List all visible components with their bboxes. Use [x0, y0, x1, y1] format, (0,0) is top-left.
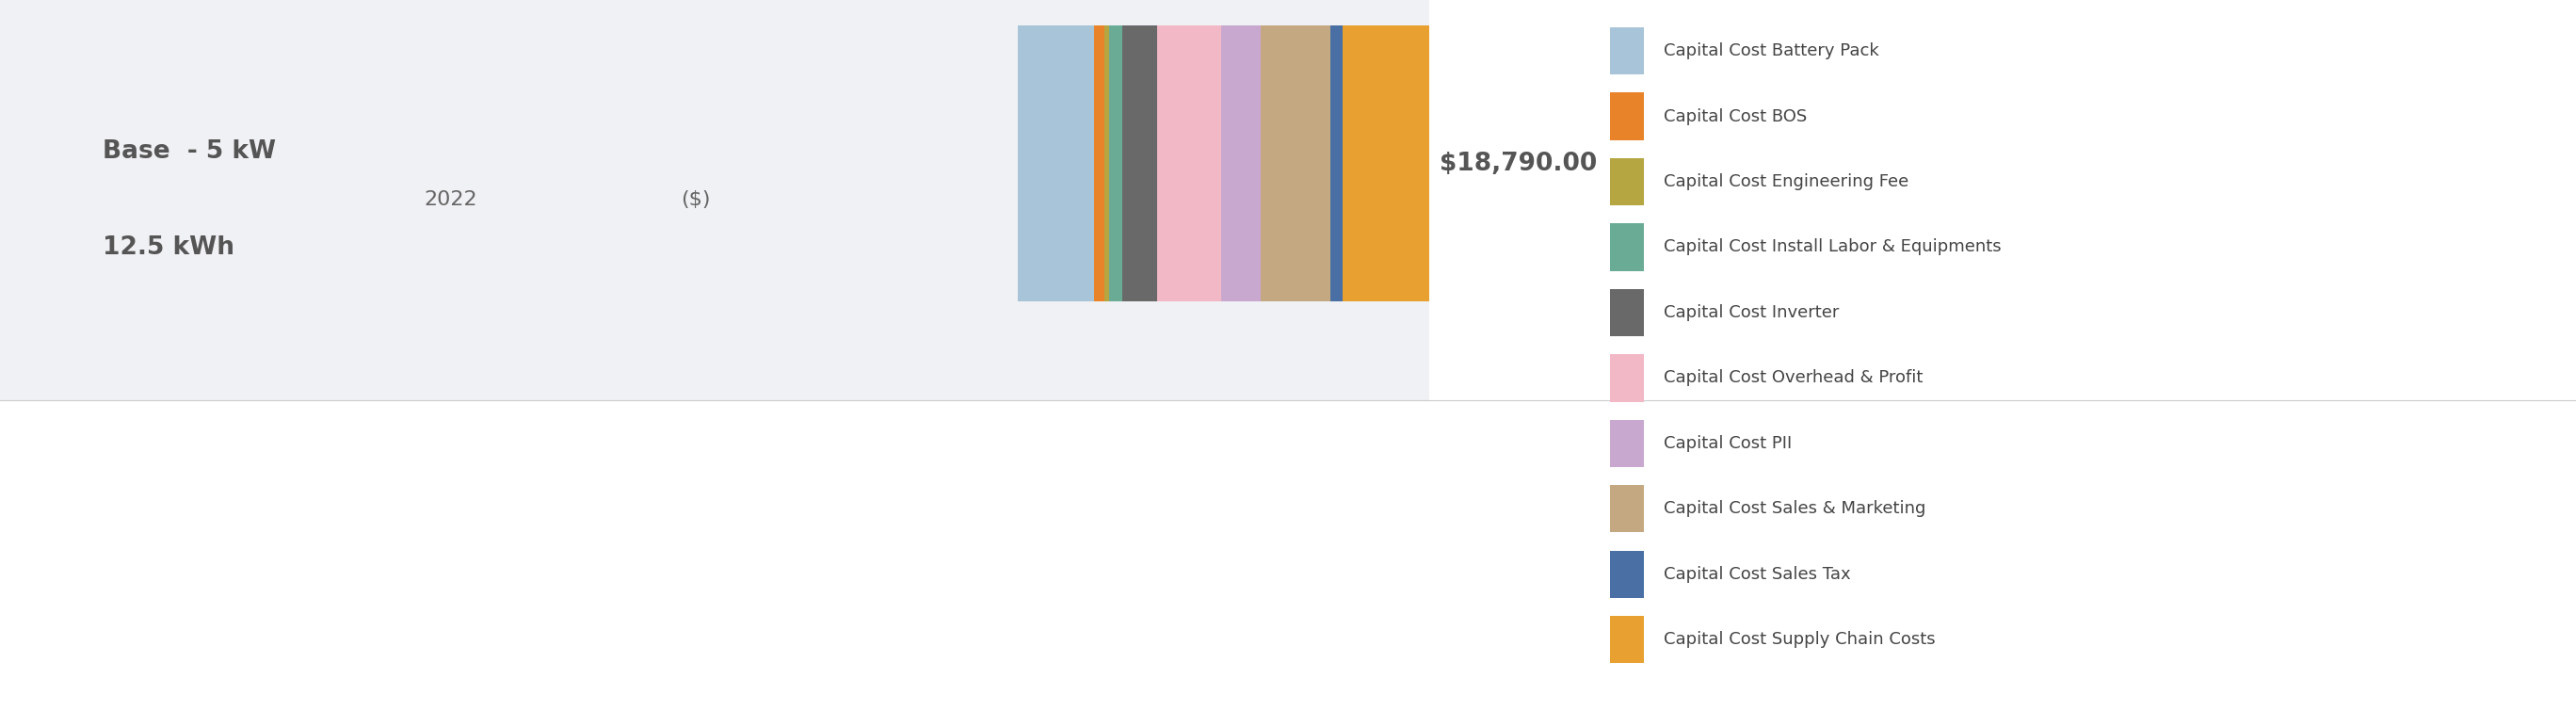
Text: Capital Cost BOS: Capital Cost BOS: [1664, 108, 1808, 125]
Text: $18,790.00: $18,790.00: [1440, 151, 1597, 176]
Text: Capital Cost Inverter: Capital Cost Inverter: [1664, 304, 1839, 321]
Text: Capital Cost Sales Tax: Capital Cost Sales Tax: [1664, 566, 1852, 583]
Bar: [0, 0, 1430, 400]
Bar: [1221, 25, 1260, 302]
Text: Capital Cost Engineering Fee: Capital Cost Engineering Fee: [1664, 173, 1909, 190]
Bar: [1610, 27, 1643, 74]
Text: Capital Cost Install Labor & Equipments: Capital Cost Install Labor & Equipments: [1664, 238, 2002, 256]
Bar: [1110, 25, 1123, 302]
Text: 12.5 kWh: 12.5 kWh: [103, 236, 234, 260]
Text: Capital Cost Overhead & Profit: Capital Cost Overhead & Profit: [1664, 369, 1924, 387]
Text: Base  - 5 kW: Base - 5 kW: [103, 140, 276, 164]
Bar: [1610, 486, 1643, 532]
Bar: [1157, 25, 1221, 302]
Bar: [1018, 25, 1095, 302]
Bar: [1610, 223, 1643, 270]
Bar: [1610, 419, 1643, 467]
Bar: [1095, 25, 1105, 302]
Bar: [1610, 158, 1643, 205]
Bar: [1123, 25, 1157, 302]
Bar: [1332, 25, 1342, 302]
Text: Capital Cost Sales & Marketing: Capital Cost Sales & Marketing: [1664, 500, 1927, 518]
Bar: [1260, 25, 1332, 302]
Text: ($): ($): [680, 190, 711, 209]
Bar: [1610, 354, 1643, 401]
Bar: [1610, 550, 1643, 598]
Text: Capital Cost PII: Capital Cost PII: [1664, 435, 1793, 452]
Bar: [1610, 289, 1643, 336]
Bar: [1610, 92, 1643, 140]
Text: Capital Cost Supply Chain Costs: Capital Cost Supply Chain Costs: [1664, 631, 1935, 648]
Bar: [0, 400, 2576, 727]
Bar: [1430, 0, 2576, 400]
Bar: [1105, 25, 1110, 302]
Bar: [1342, 25, 1430, 302]
Bar: [1610, 616, 1643, 663]
Text: Capital Cost Battery Pack: Capital Cost Battery Pack: [1664, 42, 1880, 60]
Text: 2022: 2022: [425, 190, 477, 209]
